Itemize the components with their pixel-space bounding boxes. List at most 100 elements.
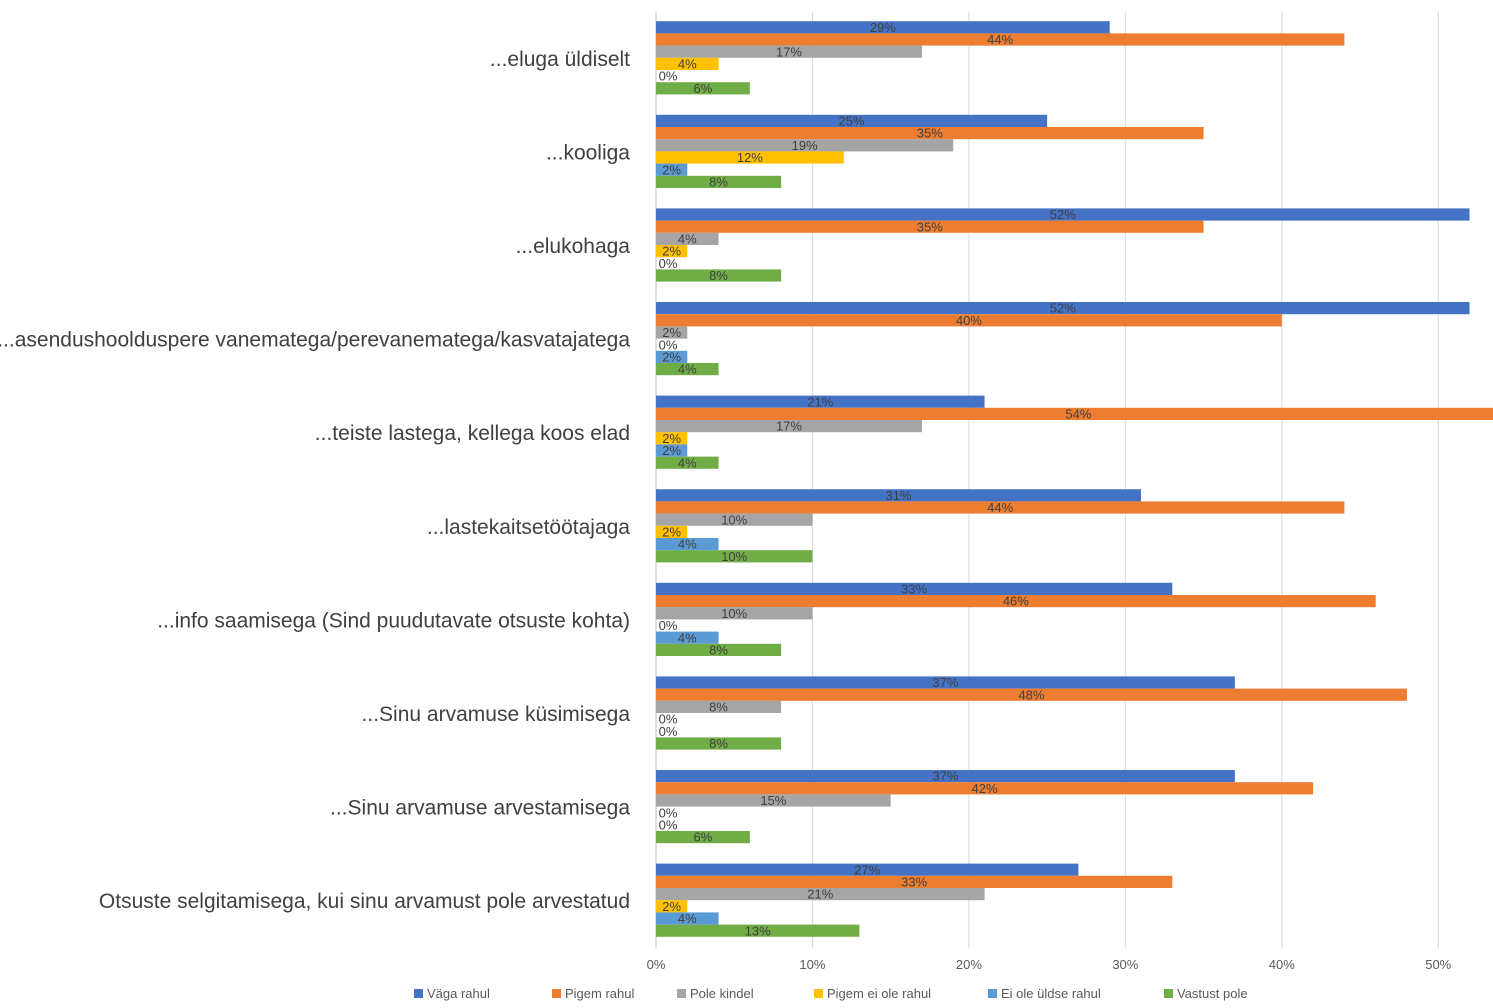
category-label: ...teiste lastega, kellega koos elad <box>315 422 630 445</box>
legend-entry: Ei ole üldse rahul <box>1001 986 1101 1001</box>
legend-entry: Pole kindel <box>690 986 754 1001</box>
data-label: 6% <box>694 830 713 845</box>
bar <box>656 407 1493 420</box>
data-label: 0% <box>659 69 678 84</box>
bar <box>656 924 860 937</box>
data-label: 15% <box>760 793 786 808</box>
data-label: 8% <box>709 268 728 283</box>
data-label: 29% <box>870 20 896 35</box>
x-tick-label: 0% <box>647 957 666 972</box>
data-label: 54% <box>1065 407 1091 422</box>
legend-swatch <box>552 989 561 998</box>
bar <box>656 127 1204 140</box>
legend-swatch <box>414 989 423 998</box>
bar <box>656 363 719 376</box>
bar <box>656 700 782 713</box>
bar <box>656 456 719 469</box>
data-label: 0% <box>659 712 678 727</box>
bar <box>656 888 985 901</box>
data-label: 10% <box>721 512 747 527</box>
category-label: ...info saamisega (Sind puudutavate otsu… <box>157 609 630 632</box>
data-label: 31% <box>885 488 911 503</box>
data-label: 0% <box>659 337 678 352</box>
data-label: 2% <box>662 162 681 177</box>
data-labels: 29%44%17%4%0%6%25%35%19%12%2%8%52%35%4%2… <box>659 20 1092 938</box>
data-label: 33% <box>901 582 927 597</box>
data-label: 13% <box>745 923 771 938</box>
data-label: 0% <box>659 805 678 820</box>
data-label: 8% <box>709 736 728 751</box>
category-label: ...elukohaga <box>516 235 631 258</box>
bar <box>656 57 719 70</box>
data-label: 21% <box>807 394 833 409</box>
category-labels: ...eluga üldiselt ...kooliga ...elukohaga.… <box>0 48 630 913</box>
data-label: 21% <box>807 887 833 902</box>
category-label: ...Sinu arvamuse arvestamisega <box>330 797 630 820</box>
data-label: 17% <box>776 44 802 59</box>
bar <box>656 208 1470 221</box>
data-label: 44% <box>987 32 1013 47</box>
data-label: 2% <box>662 325 681 340</box>
data-label: 4% <box>678 362 697 377</box>
bar <box>656 582 1173 595</box>
data-label: 52% <box>1050 301 1076 316</box>
data-label: 52% <box>1050 207 1076 222</box>
bar <box>656 444 688 457</box>
bar <box>656 302 1470 315</box>
data-label: 44% <box>987 500 1013 515</box>
bar <box>656 245 688 258</box>
x-tick-label: 10% <box>799 957 825 972</box>
bar <box>656 737 782 750</box>
category-label: ...asendushoolduspere vanematega/perevan… <box>0 329 630 352</box>
data-label: 4% <box>678 232 697 247</box>
bar <box>656 631 719 644</box>
category-label: ...eluga üldiselt <box>490 48 630 71</box>
bar <box>656 688 1407 701</box>
bars <box>656 21 1493 937</box>
data-label: 10% <box>721 549 747 564</box>
bar <box>656 900 688 913</box>
bar <box>656 33 1345 46</box>
category-label: ...kooliga <box>546 141 630 164</box>
data-label: 6% <box>694 81 713 96</box>
data-label: 4% <box>678 911 697 926</box>
bar <box>656 501 1345 514</box>
bar <box>656 912 719 925</box>
data-label: 4% <box>678 57 697 72</box>
bar <box>656 21 1110 34</box>
category-label: ...Sinu arvamuse küsimisega <box>362 703 631 726</box>
bar <box>656 82 750 95</box>
data-label: 8% <box>709 175 728 190</box>
bar <box>656 595 1376 608</box>
bar <box>656 643 782 656</box>
data-label: 42% <box>972 781 998 796</box>
bar <box>656 538 719 551</box>
category-label: ...lastekaitsetöötajaga <box>427 516 630 539</box>
data-label: 35% <box>917 126 943 141</box>
data-label: 37% <box>932 769 958 784</box>
bar <box>656 163 688 176</box>
data-label: 2% <box>662 431 681 446</box>
data-label: 0% <box>659 818 678 833</box>
data-label: 12% <box>737 150 763 165</box>
bar <box>656 863 1079 876</box>
legend-entry: Vastust pole <box>1177 986 1248 1001</box>
category-label: Otsuste selgitamisega, kui sinu arvamust… <box>99 890 630 913</box>
bar <box>656 395 985 408</box>
bar <box>656 875 1173 888</box>
bar <box>656 45 922 58</box>
x-tick-label: 50% <box>1425 957 1451 972</box>
bar <box>656 151 844 164</box>
bar <box>656 114 1048 127</box>
bar <box>656 220 1204 233</box>
data-label: 19% <box>792 138 818 153</box>
data-label: 17% <box>776 419 802 434</box>
legend-entry: Väga rahul <box>427 986 490 1001</box>
bar <box>656 607 813 620</box>
bar <box>656 432 688 445</box>
bar <box>656 326 688 339</box>
bar <box>656 314 1282 327</box>
data-label: 2% <box>662 899 681 914</box>
data-label: 4% <box>678 630 697 645</box>
data-label: 0% <box>659 256 678 271</box>
